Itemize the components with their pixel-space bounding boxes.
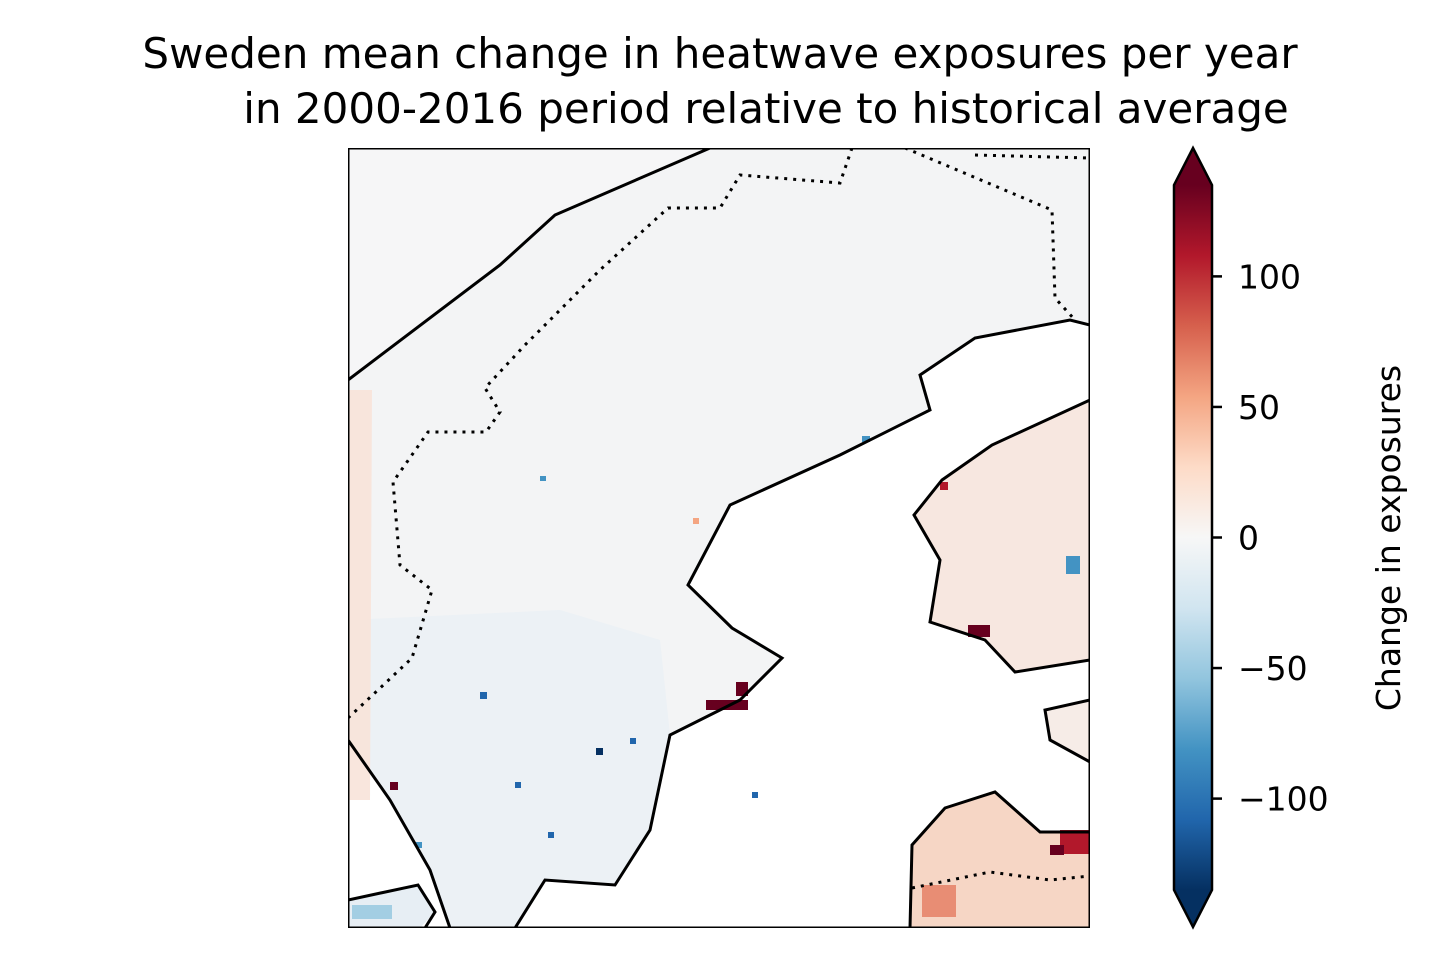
hotspot [940, 482, 948, 490]
hotspot [596, 748, 603, 755]
hotspot [752, 792, 758, 798]
hotspot [693, 518, 699, 524]
hotspot [540, 476, 546, 481]
chart-title-line-1: Sweden mean change in heatwave exposures… [142, 29, 1298, 78]
map-panel [348, 148, 1090, 928]
colorbar-label: Change in exposures [1369, 365, 1408, 711]
coastlines [348, 148, 1090, 928]
colorbar-tick-label: −100 [1238, 780, 1329, 819]
hotspot [416, 842, 422, 848]
colorbar-tick-label: 100 [1238, 257, 1301, 296]
south-sweden-wash [348, 610, 670, 928]
hotspot [515, 782, 521, 788]
land-aland [1045, 700, 1090, 762]
hotspot [1050, 845, 1064, 855]
colorbar-tick-label: 0 [1238, 519, 1259, 558]
colorbar-tick-label: 50 [1238, 388, 1280, 427]
hotspot [630, 738, 636, 744]
land-finland [914, 400, 1090, 672]
hotspot [548, 832, 554, 838]
hotspot [352, 905, 392, 919]
colorbar-outline [1172, 145, 1214, 930]
colorbar-extend-top [1174, 148, 1212, 185]
hotspot [480, 692, 487, 699]
hotspot [1060, 830, 1090, 854]
colorbar-body [1174, 185, 1212, 890]
land-norway-west [348, 148, 710, 380]
colorbar-ticks: 100 50 0 −50 −100 [1212, 257, 1329, 819]
hotspot [390, 782, 398, 790]
colorbar-tick-label: −50 [1238, 649, 1308, 688]
colorbar: 100 50 0 −50 −100 Change in exposures [1172, 145, 1408, 930]
west-edge-wash [348, 390, 372, 800]
hotspot [968, 625, 990, 637]
hotspot [862, 436, 870, 442]
hotspot [736, 682, 748, 696]
colorbar-extend-bottom [1174, 890, 1212, 927]
hotspot [922, 885, 956, 917]
national-borders [348, 148, 1090, 890]
chart-title-line-2: in 2000-2016 period relative to historic… [243, 84, 1288, 133]
hotspot [1066, 556, 1080, 574]
